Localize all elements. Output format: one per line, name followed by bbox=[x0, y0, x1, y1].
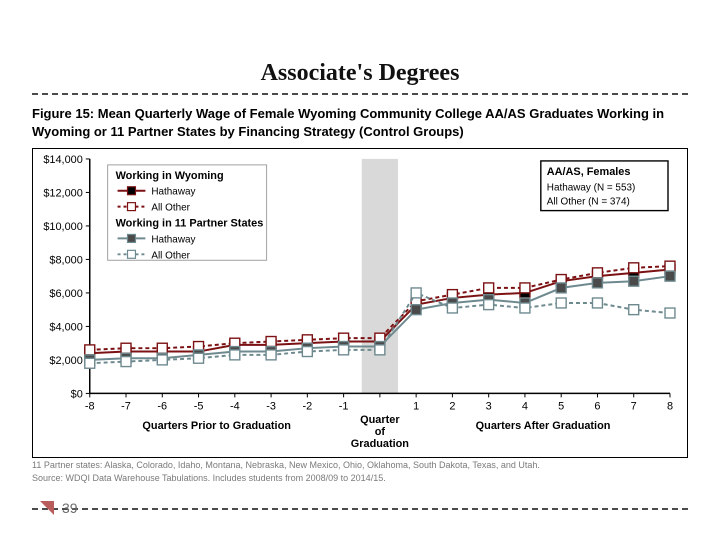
wage-line-chart: $0 $2,000 $4,000 $6,000 $8,000 $10,000 $12,000… bbox=[33, 149, 687, 457]
svg-text:Quarters Prior to Graduation: Quarters Prior to Graduation bbox=[142, 420, 290, 432]
svg-text:7: 7 bbox=[631, 400, 637, 412]
svg-text:1: 1 bbox=[413, 400, 419, 412]
svg-text:5: 5 bbox=[558, 400, 564, 412]
svg-text:-6: -6 bbox=[157, 400, 167, 412]
divider-bottom bbox=[32, 508, 688, 510]
svg-text:$10,000: $10,000 bbox=[43, 221, 82, 233]
chart-container: $0 $2,000 $4,000 $6,000 $8,000 $10,000 $12,000… bbox=[32, 148, 688, 458]
footnote-line1: 11 Partner states: Alaska, Colorado, Ida… bbox=[32, 460, 688, 471]
svg-text:All Other: All Other bbox=[151, 203, 190, 214]
svg-text:Working in Wyoming: Working in Wyoming bbox=[116, 170, 224, 182]
slide: Associate's Degrees Figure 15: Mean Quar… bbox=[0, 0, 720, 540]
svg-text:$0: $0 bbox=[71, 388, 83, 400]
footer-accent-icon bbox=[40, 501, 54, 515]
svg-text:3: 3 bbox=[486, 400, 492, 412]
svg-text:8: 8 bbox=[667, 400, 673, 412]
svg-text:of: of bbox=[375, 426, 386, 438]
svg-text:-8: -8 bbox=[85, 400, 95, 412]
svg-text:4: 4 bbox=[522, 400, 528, 412]
svg-text:6: 6 bbox=[594, 400, 600, 412]
svg-text:Working in 11 Partner States: Working in 11 Partner States bbox=[116, 218, 264, 230]
svg-text:-3: -3 bbox=[266, 400, 276, 412]
svg-text:Hathaway: Hathaway bbox=[151, 234, 195, 245]
svg-text:$12,000: $12,000 bbox=[43, 188, 82, 200]
svg-text:Quarters After Graduation: Quarters After Graduation bbox=[476, 420, 611, 432]
svg-text:-1: -1 bbox=[339, 400, 349, 412]
page-footer: 39 bbox=[40, 500, 78, 516]
footnote-line2: Source: WDQI Data Warehouse Tabulations.… bbox=[32, 473, 688, 484]
page-title: Associate's Degrees bbox=[32, 60, 688, 87]
svg-text:2: 2 bbox=[449, 400, 455, 412]
divider-top bbox=[32, 93, 688, 95]
figure-caption: Figure 15: Mean Quarterly Wage of Female… bbox=[32, 105, 688, 140]
svg-text:Graduation: Graduation bbox=[351, 438, 409, 450]
svg-text:All Other: All Other bbox=[151, 250, 190, 261]
svg-text:Quarter: Quarter bbox=[360, 414, 400, 426]
svg-text:All Other (N = 374): All Other (N = 374) bbox=[547, 197, 630, 208]
svg-text:-2: -2 bbox=[302, 400, 312, 412]
page-number: 39 bbox=[62, 500, 78, 516]
svg-text:AA/AS, Females: AA/AS, Females bbox=[547, 166, 631, 178]
svg-text:$6,000: $6,000 bbox=[49, 288, 82, 300]
svg-text:-5: -5 bbox=[194, 400, 204, 412]
svg-text:Hathaway (N = 553): Hathaway (N = 553) bbox=[547, 183, 636, 194]
svg-text:$14,000: $14,000 bbox=[43, 154, 82, 166]
svg-text:-4: -4 bbox=[230, 400, 240, 412]
svg-text:$4,000: $4,000 bbox=[49, 321, 82, 333]
svg-text:Hathaway: Hathaway bbox=[151, 187, 195, 198]
svg-text:-7: -7 bbox=[121, 400, 131, 412]
svg-text:$8,000: $8,000 bbox=[49, 254, 82, 266]
svg-text:$2,000: $2,000 bbox=[49, 355, 82, 367]
